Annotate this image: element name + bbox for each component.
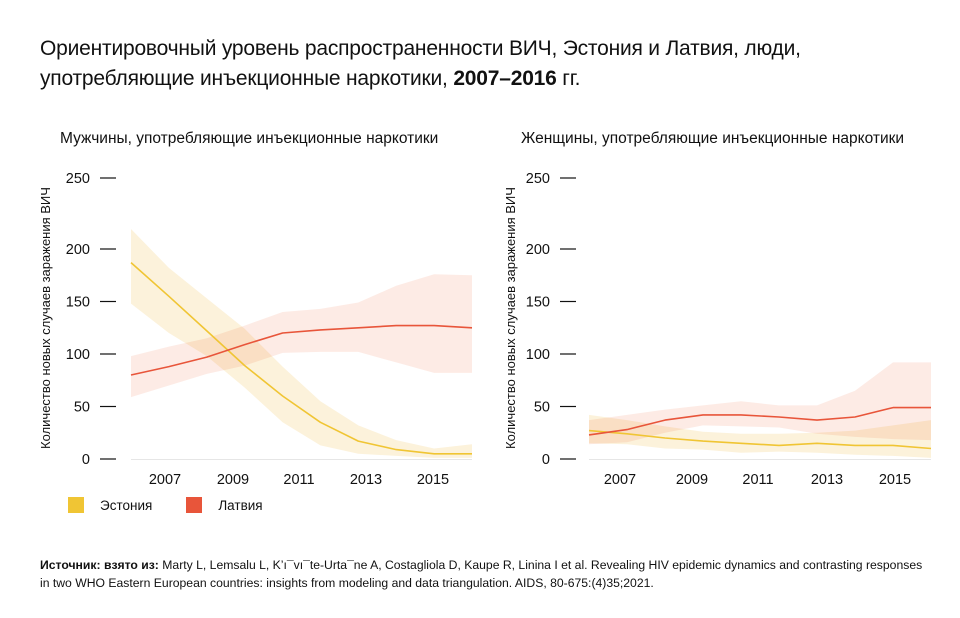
legend-label-estonia: Эстония: [100, 497, 153, 513]
data-point-latvia: [702, 414, 704, 416]
x-tick-label: 2009: [676, 472, 708, 488]
x-tick-label: 2013: [350, 472, 382, 488]
data-point-latvia: [854, 416, 856, 418]
data-point-latvia: [130, 374, 132, 376]
data-point-estonia: [778, 445, 780, 447]
data-point-estonia: [816, 442, 818, 444]
uncertainty-band-latvia: [589, 362, 931, 445]
y-tick-label: 250: [526, 171, 550, 187]
data-point-latvia: [892, 407, 894, 409]
panel-men: Количество новых случаев заражения ВИЧ 0 5…: [38, 171, 473, 488]
data-point-estonia: [740, 442, 742, 444]
y-tick-label: 150: [526, 295, 550, 311]
data-point-latvia: [244, 344, 246, 346]
source-text: Marty L, Lemsalu L, K’ı¯vı¯te-Urta¯ne A,…: [40, 558, 923, 590]
y-tick-label: 100: [526, 347, 550, 363]
x-tick-label: 2011: [742, 472, 773, 488]
data-point-latvia: [626, 429, 628, 431]
legend-item-latvia: Латвия: [186, 497, 263, 513]
panel-title-men: Мужчины, употребляющие инъекционные нарк…: [60, 130, 439, 147]
data-point-estonia: [433, 453, 435, 455]
chart-title-years: 2007–2016: [453, 67, 557, 90]
chart-title: Ориентировочный уровень распространеннос…: [40, 34, 920, 94]
data-point-latvia: [395, 325, 397, 327]
uncertainty-band-estonia: [589, 414, 931, 458]
y-tick-label: 0: [542, 452, 550, 468]
panel-women: Количество новых случаев заражения ВИЧ 0 5…: [503, 171, 932, 488]
data-point-latvia: [471, 327, 473, 329]
y-tick-label: 0: [82, 452, 90, 468]
series-line-latvia: [130, 324, 473, 376]
series-line-estonia: [130, 262, 472, 455]
data-point-estonia: [664, 437, 666, 439]
data-point-estonia: [930, 448, 932, 450]
data-point-estonia: [471, 453, 473, 455]
data-point-latvia: [930, 407, 932, 409]
data-point-latvia: [358, 327, 360, 329]
series-line-latvia: [588, 406, 931, 436]
data-point-latvia: [816, 419, 818, 421]
data-point-estonia: [206, 330, 208, 332]
panel-title-women: Женщины, употребляющие инъекционные нарк…: [521, 130, 905, 147]
data-point-estonia: [282, 395, 284, 397]
data-point-estonia: [588, 430, 590, 432]
source-note: Источник: взято из: Marty L, Lemsalu L, …: [40, 556, 930, 592]
data-point-latvia: [778, 416, 780, 418]
data-point-latvia: [206, 356, 208, 358]
y-tick-label: 50: [534, 400, 550, 416]
y-tick-label: 50: [74, 400, 90, 416]
y-tick-label: 200: [66, 242, 90, 258]
data-point-latvia: [433, 325, 435, 327]
series-line-estonia: [588, 429, 932, 450]
chart-title-suffix: гг.: [556, 67, 581, 90]
y-tick-label: 100: [66, 347, 90, 363]
legend-label-latvia: Латвия: [218, 497, 263, 513]
y-tick-label: 150: [66, 295, 90, 311]
x-tick-label: 2007: [149, 472, 181, 488]
x-tick-label: 2013: [811, 472, 843, 488]
legend-swatch-estonia: [68, 497, 84, 513]
x-tick-label: 2011: [283, 472, 314, 488]
x-tick-label: 2007: [604, 472, 636, 488]
data-point-estonia: [320, 421, 322, 423]
data-point-estonia: [168, 295, 170, 297]
y-axis-label: Количество новых случаев заражения ВИЧ: [503, 187, 518, 449]
source-label: Источник: взято из:: [40, 558, 159, 572]
uncertainty-band-latvia: [131, 274, 472, 398]
data-point-latvia: [740, 414, 742, 416]
data-point-estonia: [626, 433, 628, 435]
data-point-estonia: [854, 445, 856, 447]
y-tick-label: 200: [526, 242, 550, 258]
data-point-estonia: [395, 449, 397, 451]
legend: Эстония Латвия: [68, 497, 297, 513]
data-point-estonia: [130, 262, 132, 264]
x-tick-label: 2015: [417, 472, 449, 488]
data-point-latvia: [168, 366, 170, 368]
data-point-latvia: [320, 329, 322, 331]
legend-swatch-latvia: [186, 497, 203, 513]
data-point-estonia: [244, 365, 246, 367]
data-point-latvia: [664, 419, 666, 421]
data-point-estonia: [892, 445, 894, 447]
data-point-latvia: [588, 434, 590, 436]
x-tick-label: 2009: [217, 472, 249, 488]
data-point-estonia: [358, 440, 360, 442]
y-tick-label: 250: [66, 171, 90, 187]
x-tick-label: 2015: [879, 472, 911, 488]
y-axis-label: Количество новых случаев заражения ВИЧ: [38, 187, 53, 449]
chart-title-main: Ориентировочный уровень распространеннос…: [40, 37, 801, 90]
data-point-estonia: [702, 440, 704, 442]
data-point-latvia: [282, 332, 284, 334]
legend-item-estonia: Эстония: [68, 497, 152, 513]
